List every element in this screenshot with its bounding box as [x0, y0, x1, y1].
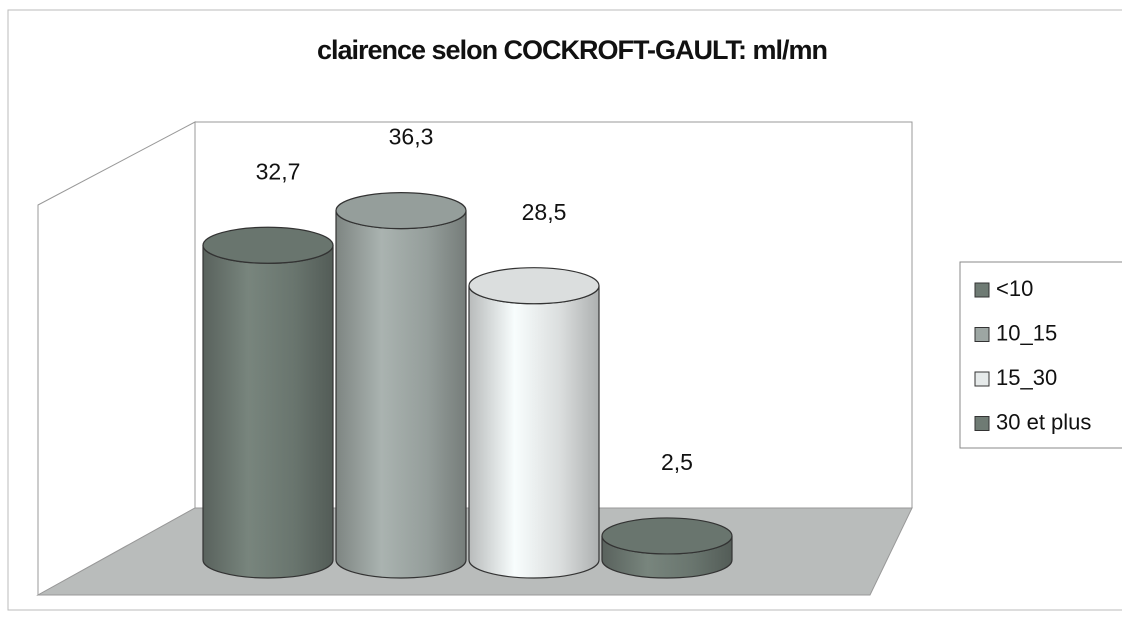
- bar: [468, 285, 600, 579]
- legend-swatch: [974, 327, 990, 342]
- legend-swatch: [974, 416, 990, 431]
- data-label: 32,7: [256, 158, 301, 184]
- data-label: 36,3: [389, 124, 434, 150]
- bar-top: [335, 192, 467, 230]
- bar: [202, 245, 334, 579]
- legend-label: <10: [996, 276, 1033, 301]
- bar-top: [601, 517, 733, 555]
- legend-label: 15_30: [996, 365, 1057, 390]
- chart-title: clairence selon COCKROFT-GAULT: ml/mn: [317, 35, 827, 65]
- legend-swatch: [974, 371, 990, 387]
- bar-top: [202, 226, 334, 264]
- legend-swatch: [974, 282, 990, 298]
- bar: [335, 210, 467, 579]
- legend-label: 10_15: [996, 320, 1057, 345]
- data-label: 2,5: [661, 449, 693, 475]
- bar-top: [468, 267, 600, 305]
- data-label: 28,5: [522, 199, 567, 225]
- legend-label: 30 et plus: [996, 409, 1091, 434]
